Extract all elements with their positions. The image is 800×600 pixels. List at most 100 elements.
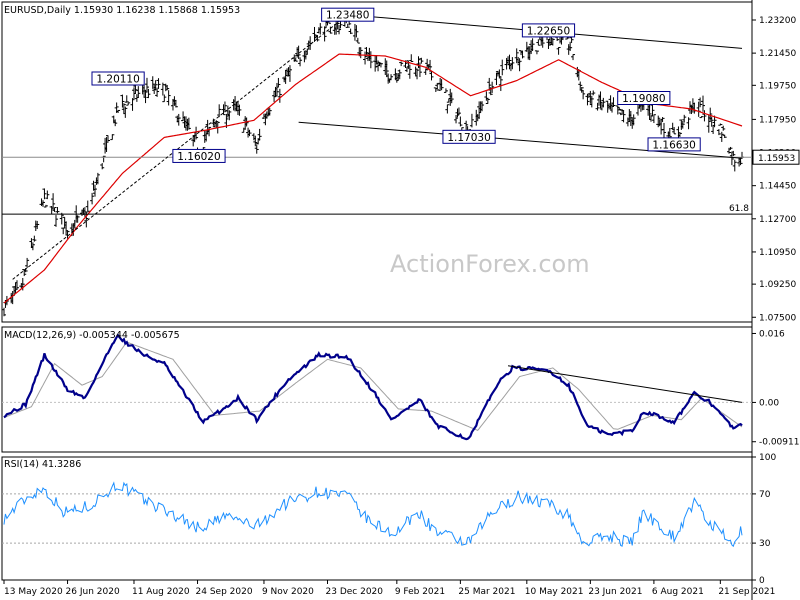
price-bar (497, 69, 502, 79)
price-bar (287, 65, 292, 82)
price-bar (686, 117, 691, 130)
price-bar (721, 125, 726, 131)
price-bar (247, 129, 252, 137)
price-bar (672, 126, 677, 135)
price-bar (445, 104, 450, 114)
annotation-box (617, 91, 671, 105)
price-bar (477, 101, 482, 119)
macd-main-line (3, 333, 743, 441)
time-axis-tick: 23 Dec 2020 (326, 587, 384, 597)
price-bar (40, 200, 45, 207)
price-bar (731, 150, 736, 157)
price-bar (709, 116, 714, 127)
price-axis-tick: 1.23200 (759, 16, 796, 26)
price-bar (660, 117, 665, 123)
price-bar (487, 77, 492, 91)
price-bar (601, 97, 606, 108)
time-axis-tick: 9 Feb 2021 (395, 587, 445, 597)
price-bar (436, 89, 441, 91)
price-bar (358, 48, 363, 59)
price-bar (585, 93, 590, 106)
price-bar (407, 64, 412, 79)
price-bar (363, 51, 368, 65)
price-panel-title: EURUSD,Daily 1.15930 1.16238 1.15868 1.1… (4, 5, 240, 16)
price-bar (110, 134, 115, 141)
price-bar (682, 114, 687, 123)
price-bar (59, 212, 64, 225)
price-bar (124, 95, 129, 103)
price-bar (298, 57, 303, 67)
time-axis-tick: 6 Aug 2021 (652, 587, 704, 597)
main-panel-frame (1, 1, 753, 323)
rsi-panel-title: RSI(14) 41.3286 (4, 459, 81, 470)
annotation-box (172, 148, 226, 163)
macd-panel-title: MACD(12,26,9) -0.005344 -0.005675 (4, 330, 180, 341)
price-bar (123, 106, 128, 118)
price-bar (186, 117, 191, 130)
price-bar (267, 107, 272, 116)
price-bar (296, 45, 301, 59)
price-bar (121, 103, 126, 114)
annotation-box (521, 23, 576, 38)
price-bar (429, 71, 434, 81)
price-bar (253, 135, 258, 147)
price-bar (647, 103, 652, 120)
price-bar (176, 113, 181, 126)
price-bar (578, 81, 583, 90)
price-bar (591, 90, 596, 96)
price-bar (90, 192, 95, 205)
price-bar (52, 207, 57, 212)
swing-level-annotation: 1.22650 (521, 23, 576, 38)
price-bar (348, 28, 353, 35)
price-bar (75, 215, 80, 223)
macd-panel-frame (1, 326, 753, 453)
price-bar (113, 119, 118, 127)
price-bar (173, 99, 178, 108)
price-bar (698, 97, 703, 108)
price-bar (144, 77, 149, 93)
current-price-label: 1.15953 (758, 154, 795, 164)
price-bar (469, 113, 474, 128)
price-bar (257, 128, 262, 141)
price-bar (712, 115, 717, 128)
price-bar (699, 116, 704, 119)
price-bar (389, 74, 394, 80)
time-axis-tick: 11 Aug 2020 (132, 587, 190, 597)
price-bar (620, 109, 625, 115)
price-bar (293, 57, 298, 62)
price-bar (120, 94, 125, 108)
rsi-panel (2, 481, 752, 548)
macd-axis-tick: 0.016 (759, 329, 785, 339)
price-bar (413, 66, 418, 76)
annotation-label: 1.16020 (177, 151, 220, 163)
price-bar (650, 104, 655, 117)
current-price-box (752, 149, 800, 165)
annotation-box (321, 7, 375, 22)
annotation-box (91, 71, 145, 86)
price-bar (498, 77, 503, 92)
price-bar (378, 62, 383, 68)
price-bar (43, 204, 48, 208)
price-bar (194, 126, 199, 140)
price-bar (130, 98, 135, 111)
price-bar (507, 54, 512, 70)
price-bar (611, 97, 616, 107)
price-bar (384, 60, 389, 78)
price-bar (146, 88, 151, 99)
price-axis-tick: 1.09250 (759, 280, 796, 290)
price-bar (485, 97, 490, 104)
rsi-axis-tick: 30 (759, 539, 771, 549)
price-bar (254, 144, 259, 154)
price-bar (651, 114, 656, 124)
time-axis-tick: 9 Nov 2020 (262, 587, 314, 597)
price-bar (237, 104, 242, 116)
price-axis-tick: 1.19750 (759, 81, 796, 91)
panel-frames (1, 0, 753, 600)
rsi-line (3, 481, 743, 548)
price-bar (85, 200, 90, 213)
price-bar (520, 50, 525, 59)
price-bar (595, 102, 600, 111)
price-bar (264, 111, 269, 119)
price-bar (100, 163, 105, 170)
